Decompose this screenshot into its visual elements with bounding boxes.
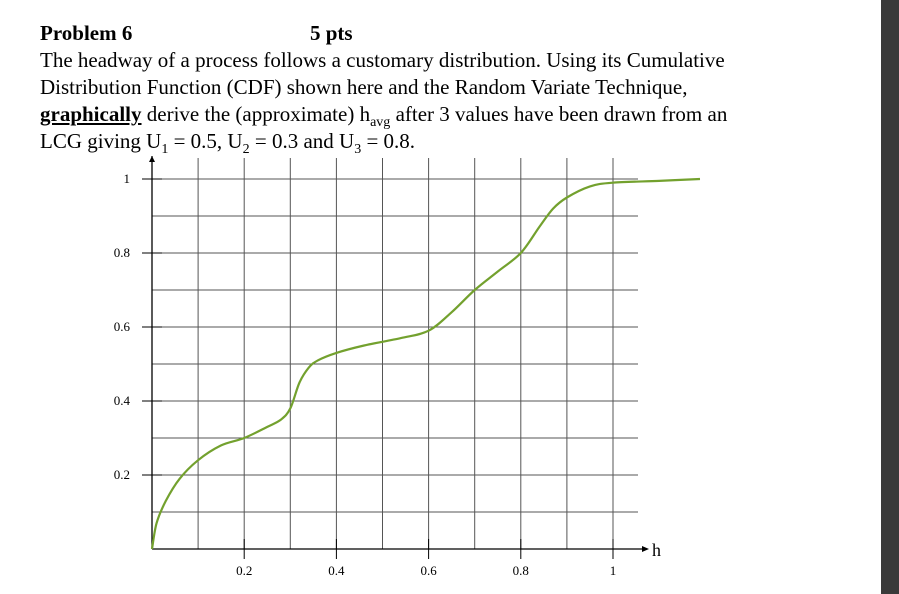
- y-tick-label: 0.8: [114, 245, 130, 260]
- y-tick-label: 0.6: [114, 319, 131, 334]
- statement-line-4: LCG giving U1 = 0.5, U2 = 0.3 and U3 = 0…: [40, 128, 860, 158]
- problem-title: Problem 6: [40, 21, 133, 45]
- u2-subscript: 2: [242, 142, 250, 158]
- line3-text-b: after 3 values have been drawn from an: [390, 102, 728, 126]
- x-tick-label: 0.8: [513, 563, 529, 578]
- statement-line-2: Distribution Function (CDF) shown here a…: [40, 75, 688, 99]
- problem-points: 5 pts: [310, 21, 353, 45]
- x-tick-label: 0.2: [236, 563, 252, 578]
- statement-line-3: graphically derive the (approximate) hav…: [40, 101, 860, 131]
- havg-subscript: avg: [370, 115, 391, 131]
- axes: h: [149, 156, 661, 560]
- u1-value: = 0.5, U: [168, 129, 243, 153]
- x-tick-label: 0.4: [328, 563, 345, 578]
- u3-subscript: 3: [354, 142, 362, 158]
- problem-statement: Problem 6 5 pts The headway of a process…: [40, 20, 860, 158]
- grid-lines: [152, 158, 638, 549]
- line4-text-a: LCG giving U: [40, 129, 162, 153]
- tick-labels: 0.2 0.4 0.6 0.8 1 0.2 0.4 0.6 0.8 1: [114, 171, 617, 578]
- y-tick-label: 0.2: [114, 467, 130, 482]
- y-tick-label: 1: [124, 171, 131, 186]
- window-edge-bar: [881, 0, 899, 594]
- x-axis-arrow: [642, 546, 649, 552]
- u2-value: = 0.3 and U: [249, 129, 355, 153]
- y-tick-label: 0.4: [114, 393, 131, 408]
- x-axis-label: h: [652, 540, 661, 560]
- u3-value: = 0.8.: [361, 129, 416, 153]
- line3-text-a: derive the (approximate) h: [141, 102, 371, 126]
- graphically-emphasis: graphically: [40, 102, 142, 126]
- u1-subscript: 1: [161, 142, 169, 158]
- statement-line-1: The headway of a process follows a custo…: [40, 48, 725, 72]
- x-tick-label: 1: [610, 563, 617, 578]
- cdf-curve: [150, 177, 701, 550]
- cdf-curve-layer: [150, 177, 701, 550]
- x-tick-label: 0.6: [420, 563, 437, 578]
- cdf-chart: h 0.2 0.4 0.6 0.8 1 0.2 0.4 0.6 0.8 1: [114, 156, 701, 578]
- y-axis-arrow: [149, 156, 155, 162]
